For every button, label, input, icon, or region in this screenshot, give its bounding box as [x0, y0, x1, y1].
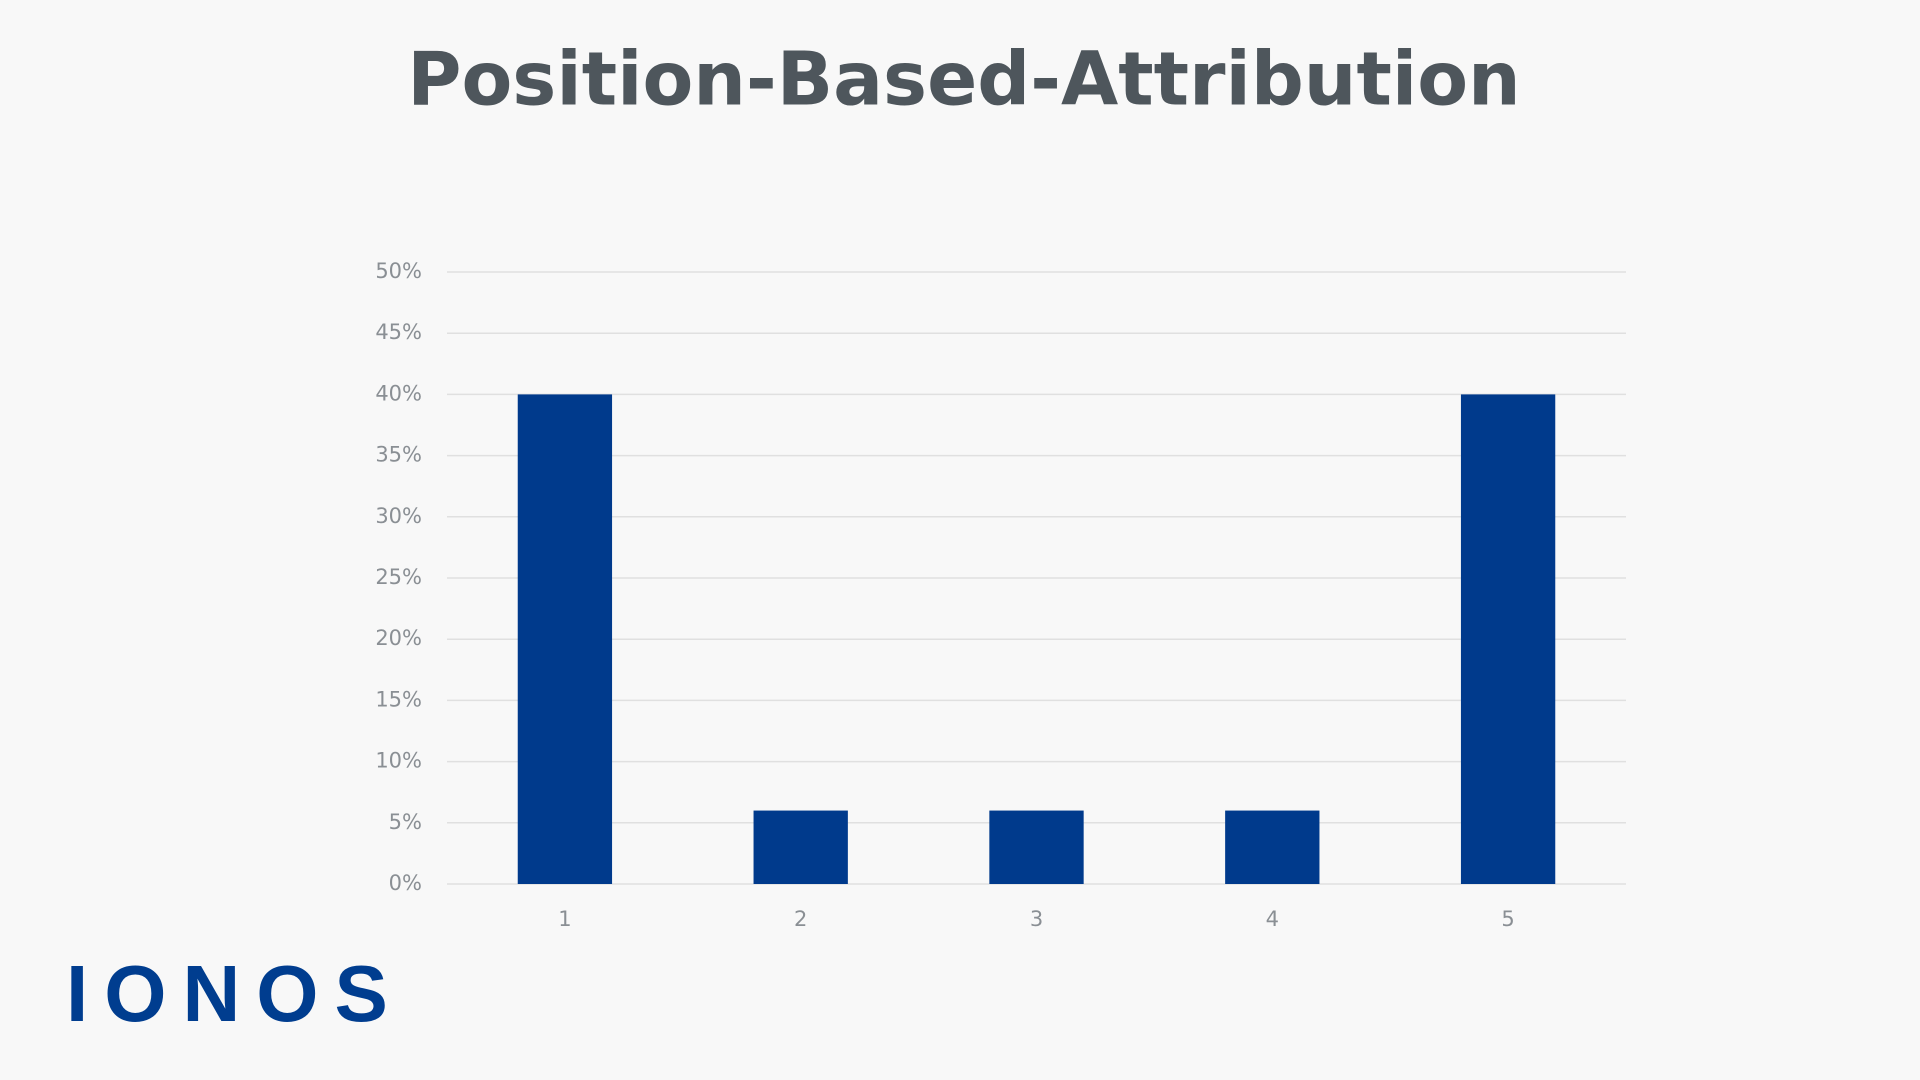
bar — [517, 394, 613, 884]
bar — [753, 810, 848, 884]
y-tick-label: 35% — [375, 443, 422, 467]
y-tick-label: 30% — [375, 504, 422, 528]
y-tick-label: 45% — [375, 320, 422, 344]
y-tick-label: 5% — [389, 810, 422, 834]
y-tick-label: 50% — [375, 259, 422, 283]
bar — [1460, 394, 1556, 884]
y-tick-label: 15% — [375, 687, 422, 711]
bar — [1225, 810, 1320, 884]
logo: IONOS — [66, 949, 404, 1038]
x-tick-label: 3 — [1030, 907, 1043, 931]
x-tick-label: 1 — [558, 907, 571, 931]
x-tick-label: 4 — [1266, 907, 1279, 931]
bar — [989, 810, 1084, 884]
y-tick-label: 20% — [375, 626, 422, 650]
x-tick-label: 5 — [1501, 907, 1514, 931]
chart-title: Position-Based-Attribution — [407, 37, 1521, 123]
y-tick-label: 10% — [375, 749, 422, 773]
x-tick-label: 2 — [794, 907, 807, 931]
y-tick-label: 25% — [375, 565, 422, 589]
y-tick-label: 40% — [375, 381, 422, 405]
y-tick-label: 0% — [389, 871, 422, 895]
